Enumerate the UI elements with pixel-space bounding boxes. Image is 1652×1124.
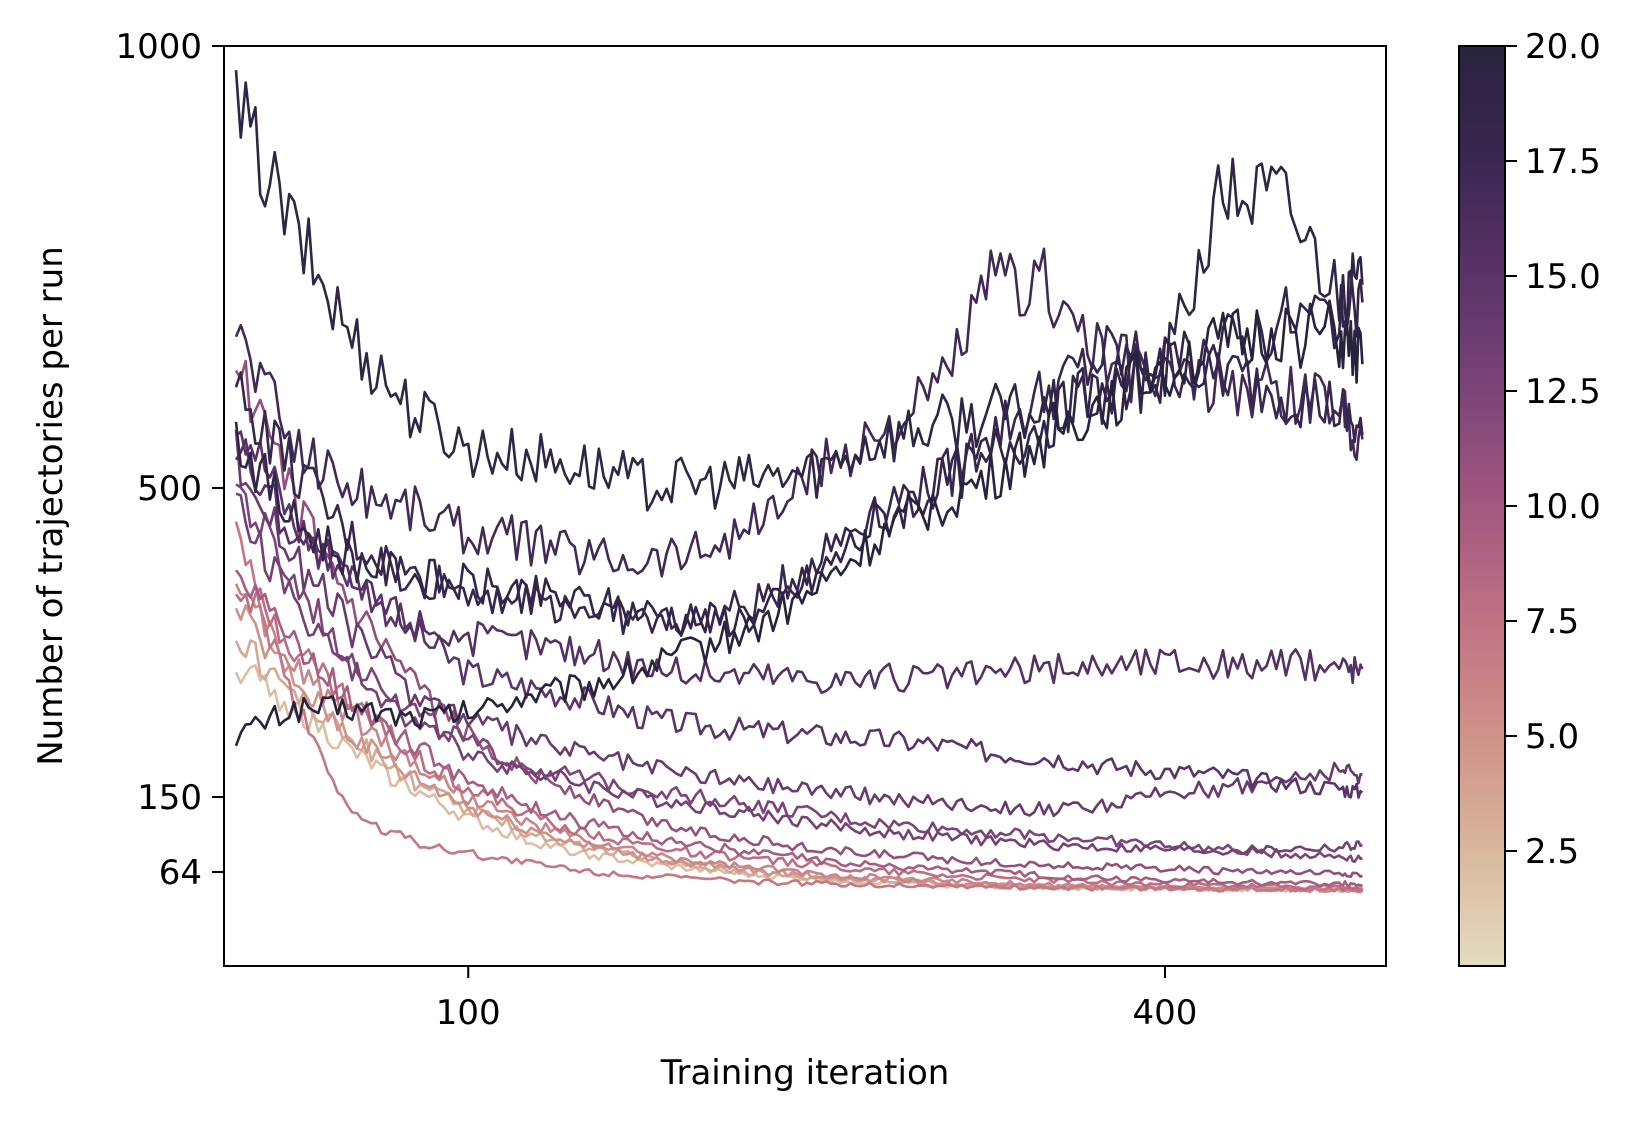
- series-line: [234, 247, 1364, 578]
- series-line: [234, 521, 1364, 893]
- colorbar-tick-label: 15.0: [1525, 257, 1601, 297]
- x-tick-label: 100: [436, 993, 501, 1033]
- colorbar-tick-label: 5.0: [1525, 717, 1579, 757]
- series-line: [234, 604, 1364, 894]
- colorbar-ticks: 2.5 5.0 7.5 10.0 12.5 15.0 17.5 20.0: [1505, 27, 1601, 872]
- colorbar-tick-label: 17.5: [1525, 142, 1601, 182]
- x-axis-ticks: 100 400: [436, 966, 1198, 1033]
- series-line: [235, 430, 1364, 799]
- y-tick-label: 64: [159, 853, 202, 893]
- series-layer: [234, 70, 1364, 894]
- colorbar-tick-label: 2.5: [1525, 832, 1579, 872]
- x-tick-label: 400: [1133, 993, 1198, 1033]
- x-axis-label: Training iteration: [660, 1053, 950, 1093]
- colorbar-tick-label: 12.5: [1525, 372, 1601, 412]
- series-line: [235, 492, 1363, 856]
- series-line: [234, 587, 1364, 892]
- colorbar-tick-label: 10.0: [1525, 487, 1601, 527]
- y-tick-label: 1000: [115, 27, 202, 67]
- series-line: [234, 569, 1364, 889]
- plot-frame: [223, 45, 1387, 967]
- series-line: [234, 299, 1364, 747]
- series-line: [234, 429, 1363, 818]
- series-line: [234, 438, 1364, 695]
- y-axis-label: Number of trajectories per run: [31, 246, 71, 766]
- y-tick-label: 150: [137, 778, 202, 818]
- series-line: [234, 70, 1364, 512]
- colorbar-tick-label: 7.5: [1525, 602, 1579, 642]
- y-axis-ticks: 64 150 500 1000: [115, 27, 224, 893]
- colorbar-tick-label: 20.0: [1525, 27, 1601, 67]
- series-line: [234, 359, 1364, 879]
- y-tick-label: 500: [137, 469, 202, 509]
- series-line: [234, 269, 1364, 638]
- colorbar: [1458, 45, 1506, 967]
